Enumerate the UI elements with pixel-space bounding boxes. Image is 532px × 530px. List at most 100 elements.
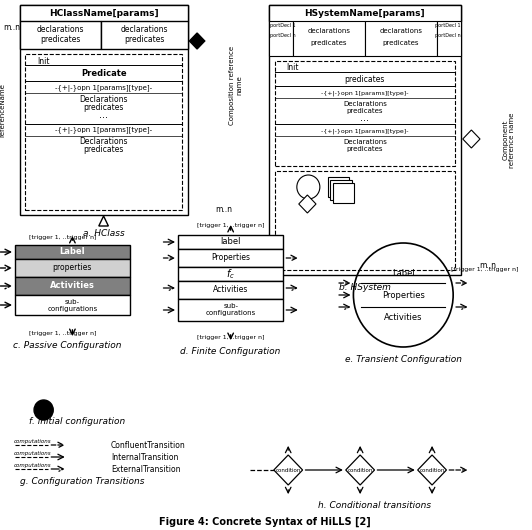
Text: condition: condition: [276, 467, 301, 473]
Text: declarations: declarations: [379, 28, 422, 34]
Text: [trigger 1, ..trigger n]: [trigger 1, ..trigger n]: [29, 331, 97, 335]
Text: Declarations: Declarations: [79, 137, 128, 146]
Text: $f_c$: $f_c$: [226, 267, 235, 281]
Text: f. initial configuration: f. initial configuration: [29, 418, 126, 427]
Text: predicates: predicates: [345, 75, 385, 84]
Text: portDecl n: portDecl n: [270, 32, 295, 38]
Text: h. Conditional transitions: h. Conditional transitions: [318, 500, 431, 509]
Bar: [15, 259, 130, 277]
Bar: [20, 5, 187, 215]
Text: declarations: declarations: [121, 24, 168, 33]
Text: HClassName[params]: HClassName[params]: [49, 8, 159, 17]
Bar: [15, 245, 130, 259]
Text: ...: ...: [99, 110, 108, 120]
Bar: [101, 21, 187, 49]
Text: sub-
configurations: sub- configurations: [47, 298, 97, 312]
Bar: [178, 235, 284, 249]
Text: Activities: Activities: [50, 281, 95, 290]
Text: declarations: declarations: [307, 28, 351, 34]
Text: condition: condition: [419, 467, 445, 473]
Text: Composition reference
name: Composition reference name: [229, 46, 242, 125]
Text: -{+|-}opn 1[params][type]-: -{+|-}opn 1[params][type]-: [55, 84, 152, 92]
Text: d. Finite Configuration: d. Finite Configuration: [180, 348, 281, 357]
Bar: [333, 183, 354, 203]
Bar: [365, 21, 437, 56]
Text: Declarations: Declarations: [343, 139, 387, 145]
Text: computations: computations: [13, 450, 51, 455]
Bar: [330, 180, 352, 200]
Bar: [328, 177, 348, 197]
Text: Init: Init: [286, 64, 299, 73]
Text: predicates: predicates: [84, 146, 124, 155]
Text: Predicate: Predicate: [81, 68, 127, 77]
Text: a. HClass: a. HClass: [82, 228, 124, 237]
Text: g. Configuration Transitions: g. Configuration Transitions: [20, 478, 144, 487]
Text: [trigger 1, ..trigger n]: [trigger 1, ..trigger n]: [197, 224, 264, 228]
Text: predicates: predicates: [124, 36, 164, 45]
Text: label: label: [220, 237, 241, 246]
Text: [trigger 1, ..trigger n]: [trigger 1, ..trigger n]: [451, 268, 519, 272]
Text: ...: ...: [361, 113, 369, 123]
Text: m..n: m..n: [215, 206, 232, 215]
Bar: [15, 295, 130, 315]
Text: [trigger 1, ..trigger n]: [trigger 1, ..trigger n]: [29, 234, 97, 240]
Text: ExternalTransition: ExternalTransition: [111, 464, 180, 473]
Text: Activities: Activities: [384, 313, 422, 322]
Text: predicates: predicates: [347, 146, 383, 152]
Text: portDecl n: portDecl n: [435, 32, 460, 38]
Text: b. HSystem: b. HSystem: [339, 282, 391, 292]
Bar: [20, 5, 187, 21]
Text: Declarations: Declarations: [343, 101, 387, 107]
Text: declarations: declarations: [37, 24, 84, 33]
Bar: [293, 21, 365, 56]
Text: Label: Label: [60, 248, 85, 257]
Bar: [275, 61, 455, 166]
Text: -{+|-}opn 1[params][type]-: -{+|-}opn 1[params][type]-: [55, 128, 152, 135]
Text: ConfluentTransition: ConfluentTransition: [111, 440, 186, 449]
Text: Declarations: Declarations: [79, 94, 128, 103]
Text: Properties: Properties: [211, 253, 250, 262]
Circle shape: [34, 400, 53, 420]
Text: referenceName: referenceName: [0, 83, 5, 137]
Bar: [178, 299, 284, 321]
Text: portDecl 1: portDecl 1: [270, 22, 295, 28]
Bar: [178, 281, 284, 299]
Bar: [26, 54, 182, 210]
Bar: [275, 171, 455, 270]
Text: condition: condition: [347, 467, 373, 473]
Text: c. Passive Configuration: c. Passive Configuration: [13, 340, 122, 349]
Polygon shape: [189, 33, 205, 49]
Bar: [178, 267, 284, 281]
Text: predicates: predicates: [40, 36, 81, 45]
Bar: [269, 5, 461, 21]
Text: -{+|-}opn 1[params][type]-: -{+|-}opn 1[params][type]-: [321, 90, 409, 96]
Text: Activities: Activities: [213, 286, 248, 295]
Text: InternalTransition: InternalTransition: [111, 453, 178, 462]
Bar: [15, 277, 130, 295]
Text: e. Transient Configuration: e. Transient Configuration: [345, 355, 462, 364]
Text: [trigger 1, ..trigger n]: [trigger 1, ..trigger n]: [197, 335, 264, 340]
Bar: [178, 249, 284, 267]
Text: predicates: predicates: [84, 102, 124, 111]
Bar: [437, 21, 461, 56]
Text: predicates: predicates: [347, 108, 383, 114]
Text: Label: Label: [392, 269, 414, 278]
Text: m..n: m..n: [4, 22, 21, 31]
Text: portDecl 1: portDecl 1: [435, 22, 460, 28]
Bar: [269, 5, 461, 275]
Text: Component
reference name: Component reference name: [502, 112, 516, 167]
Text: Figure 4: Concrete Syntax of HiLLS [2]: Figure 4: Concrete Syntax of HiLLS [2]: [159, 517, 371, 527]
Text: -{+|-}opn 1[params][type]-: -{+|-}opn 1[params][type]-: [321, 128, 409, 134]
Text: predicates: predicates: [383, 40, 419, 46]
Text: Properties: Properties: [382, 290, 425, 299]
Text: sub-
configurations: sub- configurations: [205, 304, 256, 316]
Text: Init: Init: [37, 57, 49, 66]
Polygon shape: [299, 195, 316, 213]
Bar: [269, 21, 293, 56]
Text: properties: properties: [53, 263, 92, 272]
Text: HSystemName[params]: HSystemName[params]: [305, 8, 425, 17]
Text: m..n: m..n: [479, 261, 496, 269]
Text: computations: computations: [13, 463, 51, 467]
Bar: [20, 21, 101, 49]
Text: predicates: predicates: [311, 40, 347, 46]
